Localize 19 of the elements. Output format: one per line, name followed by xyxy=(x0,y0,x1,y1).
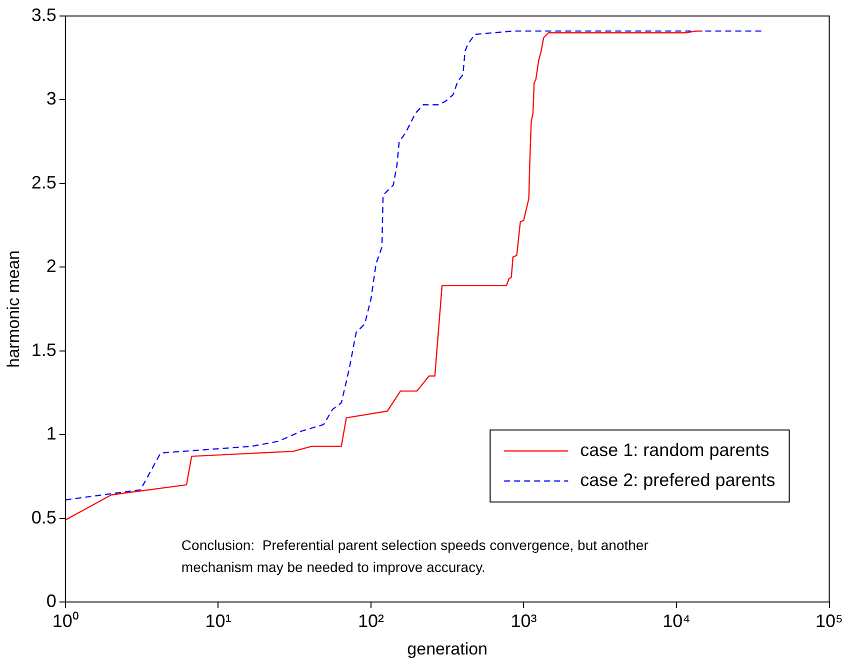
x-tick-label: 10⁴ xyxy=(662,610,690,631)
y-axis-title: harmonic mean xyxy=(4,250,23,368)
x-tick-label: 10⁵ xyxy=(816,610,843,631)
legend-label: case 2: prefered parents xyxy=(580,470,776,490)
legend-label: case 1: random parents xyxy=(580,440,770,460)
x-axis-title: generation xyxy=(407,639,488,658)
y-tick-label: 0.5 xyxy=(31,507,56,528)
y-tick-label: 0 xyxy=(46,590,56,611)
y-tick-label: 3 xyxy=(46,88,56,109)
y-tick-label: 3.5 xyxy=(31,4,56,25)
y-tick-label: 1.5 xyxy=(31,340,56,360)
x-tick-label: 10¹ xyxy=(205,610,232,631)
x-tick-label: 10³ xyxy=(510,610,537,631)
x-tick-label: 10⁰ xyxy=(52,610,78,631)
annotation: Conclusion: Preferential parent selection speeds convergence, but another mechanism may be needed to improve accuracy. xyxy=(181,537,649,575)
y-tick-label: 1 xyxy=(46,424,56,444)
y-tick-label: 2.5 xyxy=(31,172,56,192)
x-tick-label: 10² xyxy=(358,610,384,631)
y-tick-label: 2 xyxy=(46,256,56,276)
